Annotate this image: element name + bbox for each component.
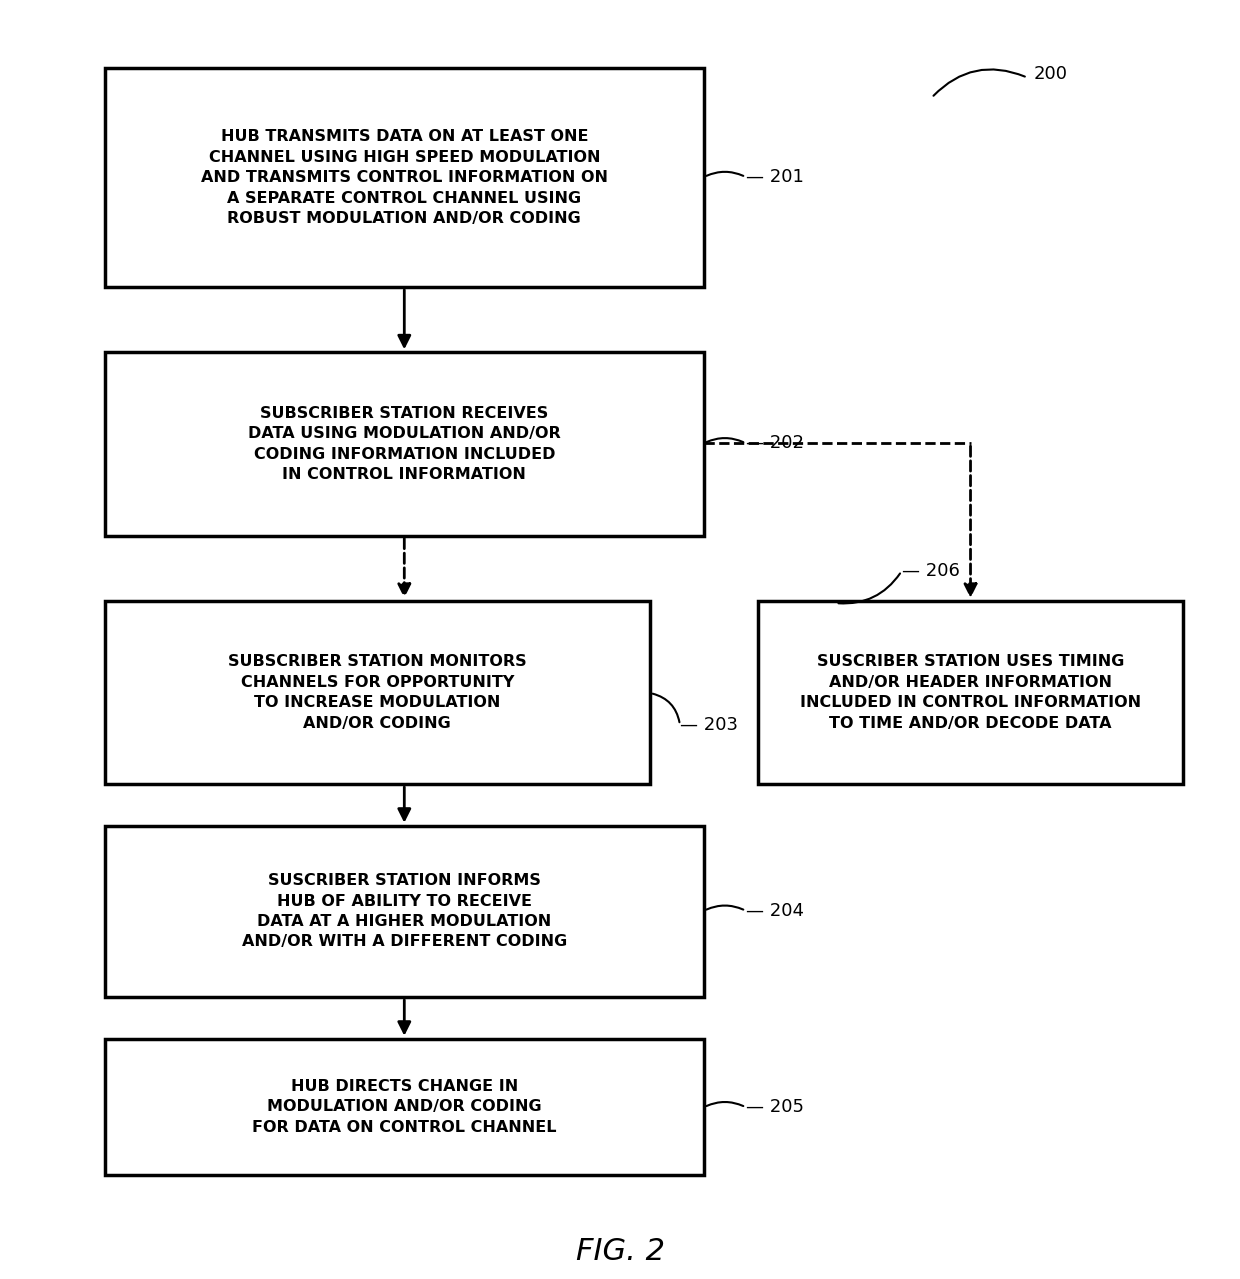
Bar bbox=[104, 601, 650, 784]
Text: SUBSCRIBER STATION MONITORS
CHANNELS FOR OPPORTUNITY
TO INCREASE MODULATION
AND/: SUBSCRIBER STATION MONITORS CHANNELS FOR… bbox=[228, 655, 527, 730]
Text: HUB DIRECTS CHANGE IN
MODULATION AND/OR CODING
FOR DATA ON CONTROL CHANNEL: HUB DIRECTS CHANGE IN MODULATION AND/OR … bbox=[252, 1078, 557, 1134]
Text: — 203: — 203 bbox=[680, 716, 738, 734]
Bar bbox=[104, 825, 704, 998]
Text: HUB TRANSMITS DATA ON AT LEAST ONE
CHANNEL USING HIGH SPEED MODULATION
AND TRANS: HUB TRANSMITS DATA ON AT LEAST ONE CHANN… bbox=[201, 129, 608, 226]
Bar bbox=[104, 352, 704, 536]
Text: SUSCRIBER STATION INFORMS
HUB OF ABILITY TO RECEIVE
DATA AT A HIGHER MODULATION
: SUSCRIBER STATION INFORMS HUB OF ABILITY… bbox=[242, 874, 567, 949]
Bar bbox=[104, 1039, 704, 1174]
Text: — 201: — 201 bbox=[745, 168, 804, 185]
Text: — 204: — 204 bbox=[745, 902, 804, 920]
Text: SUBSCRIBER STATION RECEIVES
DATA USING MODULATION AND/OR
CODING INFORMATION INCL: SUBSCRIBER STATION RECEIVES DATA USING M… bbox=[248, 405, 560, 482]
Text: — 206: — 206 bbox=[901, 563, 960, 581]
Text: — 202: — 202 bbox=[745, 435, 804, 453]
Text: SUSCRIBER STATION USES TIMING
AND/OR HEADER INFORMATION
INCLUDED IN CONTROL INFO: SUSCRIBER STATION USES TIMING AND/OR HEA… bbox=[800, 655, 1141, 730]
Text: — 205: — 205 bbox=[745, 1099, 804, 1117]
Bar bbox=[758, 601, 1183, 784]
Text: 200: 200 bbox=[1033, 65, 1068, 83]
Text: FIG. 2: FIG. 2 bbox=[575, 1237, 665, 1266]
Bar bbox=[104, 68, 704, 286]
